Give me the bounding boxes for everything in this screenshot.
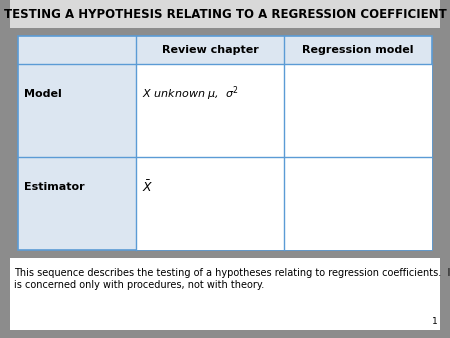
Text: $X$ unknown $\mu$,  $\sigma^2$: $X$ unknown $\mu$, $\sigma^2$ (142, 84, 239, 103)
Text: 1: 1 (432, 317, 438, 326)
Bar (10, 0, 440, 28)
Text: Estimator: Estimator (24, 182, 85, 192)
Bar (18, 36, 432, 250)
Text: $\bar{X}$: $\bar{X}$ (142, 179, 153, 194)
Text: This sequence describes the testing of a hypotheses relating to regression coeff: This sequence describes the testing of a… (14, 268, 450, 290)
Bar (136, 64, 284, 157)
Bar (136, 157, 284, 250)
Bar (10, 258, 440, 330)
Text: Regression model: Regression model (302, 45, 414, 55)
Text: Review chapter: Review chapter (162, 45, 258, 55)
Text: TESTING A HYPOTHESIS RELATING TO A REGRESSION COEFFICIENT: TESTING A HYPOTHESIS RELATING TO A REGRE… (4, 7, 446, 21)
Bar (284, 157, 432, 250)
Text: Model: Model (24, 89, 62, 99)
Bar (284, 64, 432, 157)
